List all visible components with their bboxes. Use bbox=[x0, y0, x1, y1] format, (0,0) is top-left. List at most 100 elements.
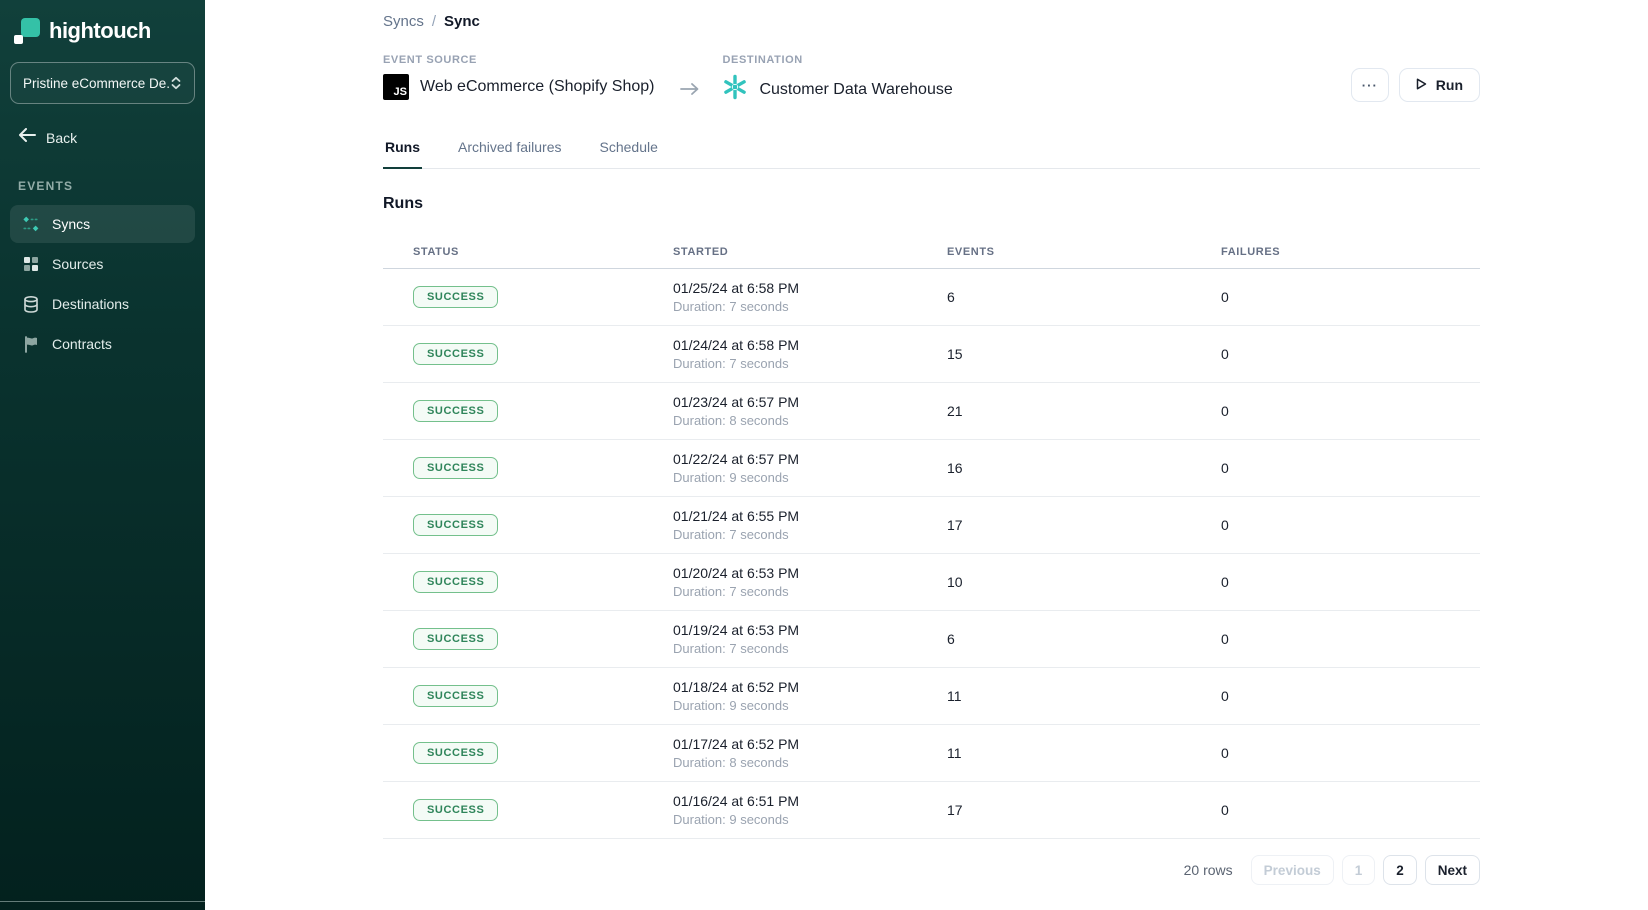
hightouch-logo-text: hightouch bbox=[49, 18, 151, 43]
started-timestamp: 01/20/24 at 6:53 PM bbox=[673, 565, 800, 581]
header-actions: ··· Run bbox=[1350, 68, 1480, 102]
status-badge: SUCCESS bbox=[413, 685, 499, 707]
javascript-icon: JS bbox=[383, 74, 409, 100]
started-timestamp: 01/16/24 at 6:51 PM bbox=[673, 793, 800, 809]
events-count: 15 bbox=[947, 346, 963, 362]
rows-count: 20 rows bbox=[1183, 862, 1233, 878]
sidebar-item-destinations[interactable]: Destinations bbox=[10, 285, 195, 323]
table-row[interactable]: SUCCESS 01/18/24 at 6:52 PM Duration: 9 … bbox=[383, 668, 1480, 725]
started-timestamp: 01/24/24 at 6:58 PM bbox=[673, 337, 800, 353]
table-body: SUCCESS 01/25/24 at 6:58 PM Duration: 7 … bbox=[383, 269, 1480, 839]
sidebar-item-destinations-label: Destinations bbox=[52, 296, 130, 312]
destination-name[interactable]: Customer Data Warehouse bbox=[759, 80, 953, 98]
table-row[interactable]: SUCCESS 01/23/24 at 6:57 PM Duration: 8 … bbox=[383, 383, 1480, 440]
run-duration: Duration: 7 seconds bbox=[673, 299, 789, 314]
failures-count: 0 bbox=[1221, 574, 1229, 590]
workspace-name: Pristine eCommerce De... bbox=[23, 75, 170, 91]
status-badge: SUCCESS bbox=[413, 571, 499, 593]
column-header-failures: FAILURES bbox=[1221, 246, 1281, 258]
table-row[interactable]: SUCCESS 01/19/24 at 6:53 PM Duration: 7 … bbox=[383, 611, 1480, 668]
status-badge: SUCCESS bbox=[413, 799, 499, 821]
run-duration: Duration: 8 seconds bbox=[673, 755, 789, 770]
arrow-right-icon bbox=[680, 82, 700, 101]
started-timestamp: 01/25/24 at 6:58 PM bbox=[673, 280, 800, 296]
pagination: 20 rows Previous 1 2 Next bbox=[383, 855, 1480, 885]
event-source-name[interactable]: Web eCommerce (Shopify Shop) bbox=[420, 78, 655, 95]
breadcrumb-link-syncs[interactable]: Syncs bbox=[383, 13, 424, 30]
started-timestamp: 01/18/24 at 6:52 PM bbox=[673, 679, 800, 695]
run-duration: Duration: 9 seconds bbox=[673, 812, 789, 827]
breadcrumb-current: Sync bbox=[444, 13, 480, 30]
table-header: STATUS STARTED EVENTS FAILURES bbox=[383, 235, 1480, 269]
column-header-status: STATUS bbox=[413, 246, 459, 258]
table-row[interactable]: SUCCESS 01/24/24 at 6:58 PM Duration: 7 … bbox=[383, 326, 1480, 383]
table-row[interactable]: SUCCESS 01/16/24 at 6:51 PM Duration: 9 … bbox=[383, 782, 1480, 839]
events-count: 11 bbox=[947, 688, 962, 704]
started-timestamp: 01/22/24 at 6:57 PM bbox=[673, 451, 800, 467]
events-count: 11 bbox=[947, 745, 962, 761]
status-badge: SUCCESS bbox=[413, 286, 499, 308]
sidebar-item-contracts[interactable]: Contracts bbox=[10, 325, 195, 363]
back-label: Back bbox=[46, 129, 78, 146]
failures-count: 0 bbox=[1221, 802, 1229, 818]
table-row[interactable]: SUCCESS 01/20/24 at 6:53 PM Duration: 7 … bbox=[383, 554, 1480, 611]
status-badge: SUCCESS bbox=[413, 628, 499, 650]
sync-header: EVENT SOURCE JS Web eCommerce (Shopify S… bbox=[383, 54, 1480, 105]
events-count: 6 bbox=[947, 631, 955, 647]
runs-table: STATUS STARTED EVENTS FAILURES SUCCESS 0… bbox=[383, 235, 1480, 839]
tab-runs[interactable]: Runs bbox=[383, 131, 422, 169]
events-count: 21 bbox=[947, 403, 963, 419]
run-duration: Duration: 9 seconds bbox=[673, 698, 789, 713]
status-badge: SUCCESS bbox=[413, 343, 499, 365]
tab-archived-failures[interactable]: Archived failures bbox=[458, 139, 562, 155]
failures-count: 0 bbox=[1221, 346, 1229, 362]
run-duration: Duration: 8 seconds bbox=[673, 413, 789, 428]
tab-schedule[interactable]: Schedule bbox=[599, 139, 658, 155]
run-button[interactable]: Run bbox=[1398, 68, 1480, 102]
table-row[interactable]: SUCCESS 01/22/24 at 6:57 PM Duration: 9 … bbox=[383, 440, 1480, 497]
database-icon bbox=[22, 295, 40, 313]
failures-count: 0 bbox=[1221, 403, 1229, 419]
status-badge: SUCCESS bbox=[413, 400, 499, 422]
started-timestamp: 01/19/24 at 6:53 PM bbox=[673, 622, 800, 638]
next-page-button[interactable]: Next bbox=[1424, 855, 1480, 885]
events-count: 16 bbox=[947, 460, 963, 476]
run-duration: Duration: 7 seconds bbox=[673, 584, 789, 599]
run-duration: Duration: 7 seconds bbox=[673, 356, 789, 371]
destination-label: DESTINATION bbox=[722, 54, 803, 66]
previous-page-button[interactable]: Previous bbox=[1250, 855, 1334, 885]
run-duration: Duration: 7 seconds bbox=[673, 527, 789, 542]
page-1-button[interactable]: 1 bbox=[1341, 855, 1376, 885]
started-timestamp: 01/17/24 at 6:52 PM bbox=[673, 736, 800, 752]
failures-count: 0 bbox=[1221, 289, 1229, 305]
events-section-label: EVENTS bbox=[18, 179, 74, 193]
event-source-label: EVENT SOURCE bbox=[383, 54, 477, 66]
sidebar-item-contracts-label: Contracts bbox=[52, 336, 112, 352]
events-count: 17 bbox=[947, 517, 963, 533]
failures-count: 0 bbox=[1221, 688, 1229, 704]
started-timestamp: 01/23/24 at 6:57 PM bbox=[673, 394, 800, 410]
run-duration: Duration: 9 seconds bbox=[673, 470, 789, 485]
sidebar-item-sources[interactable]: Sources bbox=[10, 245, 195, 283]
column-header-events: EVENTS bbox=[947, 246, 995, 258]
tab-bar: Runs Archived failures Schedule bbox=[383, 131, 1480, 169]
grid-icon bbox=[22, 255, 40, 273]
run-button-label: Run bbox=[1435, 77, 1463, 93]
sidebar-item-syncs[interactable]: Syncs bbox=[10, 205, 195, 243]
unfold-chevrons-icon bbox=[170, 76, 182, 90]
hightouch-logo: hightouch bbox=[10, 14, 195, 44]
failures-count: 0 bbox=[1221, 745, 1229, 761]
table-row[interactable]: SUCCESS 01/17/24 at 6:52 PM Duration: 8 … bbox=[383, 725, 1480, 782]
events-count: 10 bbox=[947, 574, 963, 590]
more-options-button[interactable]: ··· bbox=[1350, 68, 1389, 102]
runs-heading: Runs bbox=[383, 195, 423, 212]
started-timestamp: 01/21/24 at 6:55 PM bbox=[673, 508, 800, 524]
workspace-selector[interactable]: Pristine eCommerce De... bbox=[10, 62, 195, 104]
events-count: 6 bbox=[947, 289, 955, 305]
page-2-button[interactable]: 2 bbox=[1383, 855, 1417, 885]
destination-block: DESTINATION Customer D bbox=[722, 54, 953, 105]
table-row[interactable]: SUCCESS 01/21/24 at 6:55 PM Duration: 7 … bbox=[383, 497, 1480, 554]
back-button[interactable]: Back bbox=[18, 128, 195, 147]
event-source-block: EVENT SOURCE JS Web eCommerce (Shopify S… bbox=[383, 54, 654, 100]
table-row[interactable]: SUCCESS 01/25/24 at 6:58 PM Duration: 7 … bbox=[383, 269, 1480, 326]
